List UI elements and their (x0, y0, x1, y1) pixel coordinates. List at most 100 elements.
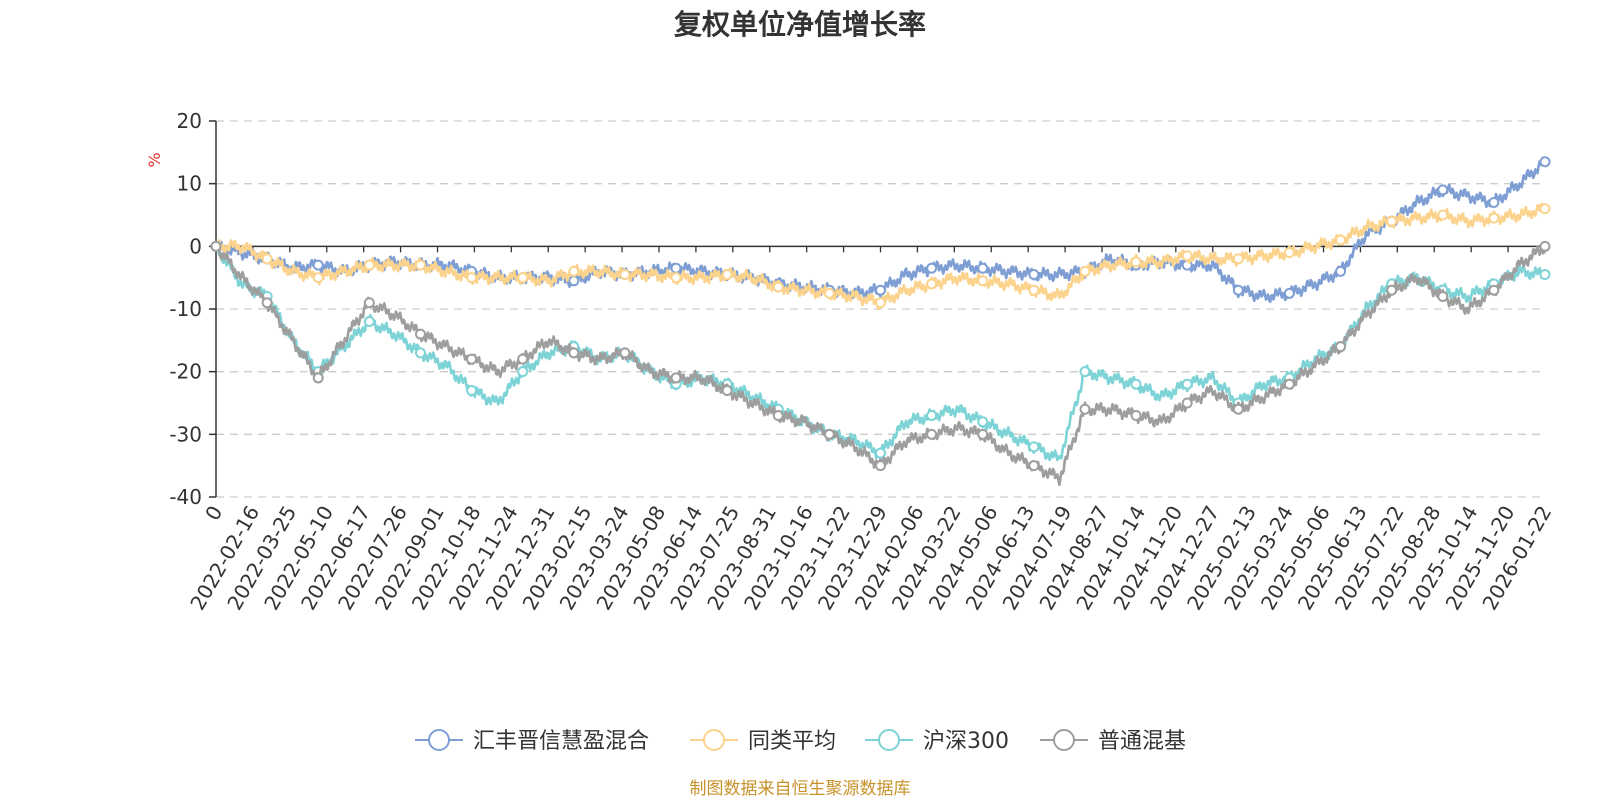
series-point (1335, 265, 1347, 277)
series-point (875, 447, 886, 459)
series-point (1028, 284, 1040, 296)
x-tick-label: 0 (200, 502, 227, 525)
series-point (568, 265, 580, 277)
series-point (414, 328, 426, 340)
legend-marker (703, 729, 725, 751)
series-point (977, 275, 989, 287)
legend-label[interactable]: 普通混基 (1098, 729, 1186, 754)
series-point (1488, 284, 1500, 296)
series-point (1028, 460, 1040, 472)
series-point (772, 281, 784, 293)
series-point (363, 259, 375, 271)
series-point (1488, 212, 1500, 224)
series-point (670, 262, 682, 274)
series-point (568, 347, 580, 359)
y-tick-label: 0 (189, 234, 202, 258)
series-point (772, 410, 784, 422)
series-point (312, 259, 324, 271)
series-point (926, 262, 938, 274)
series-point (1130, 256, 1142, 268)
series-point (721, 269, 733, 281)
series-point (875, 284, 886, 296)
series-point (721, 384, 733, 396)
series-point (261, 253, 273, 265)
series-point (466, 384, 478, 396)
series-point (312, 272, 324, 284)
series-point (1079, 403, 1091, 415)
series-point (1539, 240, 1551, 252)
series-point (926, 428, 938, 440)
y-tick-label: 20 (177, 109, 202, 133)
series-point (977, 262, 989, 274)
series-point (1335, 234, 1347, 246)
series-point (210, 240, 222, 252)
series-point (823, 428, 835, 440)
series-lines (210, 156, 1551, 487)
series-point (414, 347, 426, 359)
y-tick-label: -20 (169, 360, 202, 384)
series-point (1079, 366, 1091, 378)
series-point (363, 297, 375, 309)
series-point (619, 269, 631, 281)
series-point (977, 416, 989, 428)
series-point (926, 410, 938, 422)
series-point (1437, 184, 1449, 196)
source-note: 制图数据来自恒生聚源数据库 (690, 779, 911, 799)
series-point (1232, 284, 1244, 296)
series-point (312, 372, 324, 384)
legend-marker (878, 729, 900, 751)
legend-marker (428, 729, 450, 751)
series-point (1283, 287, 1295, 299)
series-point (261, 297, 273, 309)
series-point (1130, 410, 1142, 422)
series-point (517, 353, 529, 365)
series-point (1539, 203, 1551, 215)
series-point (1539, 156, 1551, 168)
legend: 汇丰晋信慧盈混合 同类平均 沪深300 普通混基 (415, 729, 1186, 754)
legend-label[interactable]: 同类平均 (748, 729, 836, 754)
legend-label[interactable]: 汇丰晋信慧盈混合 (473, 729, 649, 754)
series-point (1181, 397, 1193, 409)
series-point (1386, 284, 1398, 296)
series-point (977, 428, 989, 440)
series-point (1488, 196, 1500, 208)
series-point (466, 353, 478, 365)
y-tick-label: -40 (169, 485, 202, 509)
series-point (1181, 378, 1193, 390)
series-point (517, 366, 529, 378)
series-point (1079, 265, 1091, 277)
series-point (619, 347, 631, 359)
series-point (414, 259, 426, 271)
series-point (568, 275, 580, 287)
series-point (1386, 215, 1398, 227)
series-point (1130, 378, 1142, 390)
series-line-1 (215, 156, 1547, 303)
y-tick-label: -10 (169, 297, 202, 321)
grid-lines (216, 120, 1545, 498)
series-point (1283, 247, 1295, 259)
legend-label[interactable]: 沪深300 (923, 729, 1009, 754)
series-point (875, 460, 886, 472)
series-point (1437, 209, 1449, 221)
series-point (670, 272, 682, 284)
y-axis: 20 10 0 -10 -20 -30 -40 (169, 109, 217, 509)
series-point (466, 272, 478, 284)
series-point (1028, 269, 1040, 281)
series-point (926, 278, 938, 290)
y-axis-unit: % (145, 152, 164, 167)
series-point (823, 287, 835, 299)
series-point (1283, 378, 1295, 390)
legend-marker (1053, 729, 1075, 751)
series-point (670, 372, 682, 384)
series-point (1028, 441, 1040, 453)
series-point (1437, 290, 1449, 302)
series-point (1181, 250, 1193, 262)
series-point (1539, 269, 1551, 281)
x-axis: 02022-02-162022-03-252022-05-102022-06-1… (185, 245, 1556, 614)
series-point (517, 272, 529, 284)
chart-title: 复权单位净值增长率 (674, 8, 926, 41)
series-point (875, 297, 886, 309)
series-point (1232, 403, 1244, 415)
series-line-4 (215, 245, 1547, 487)
